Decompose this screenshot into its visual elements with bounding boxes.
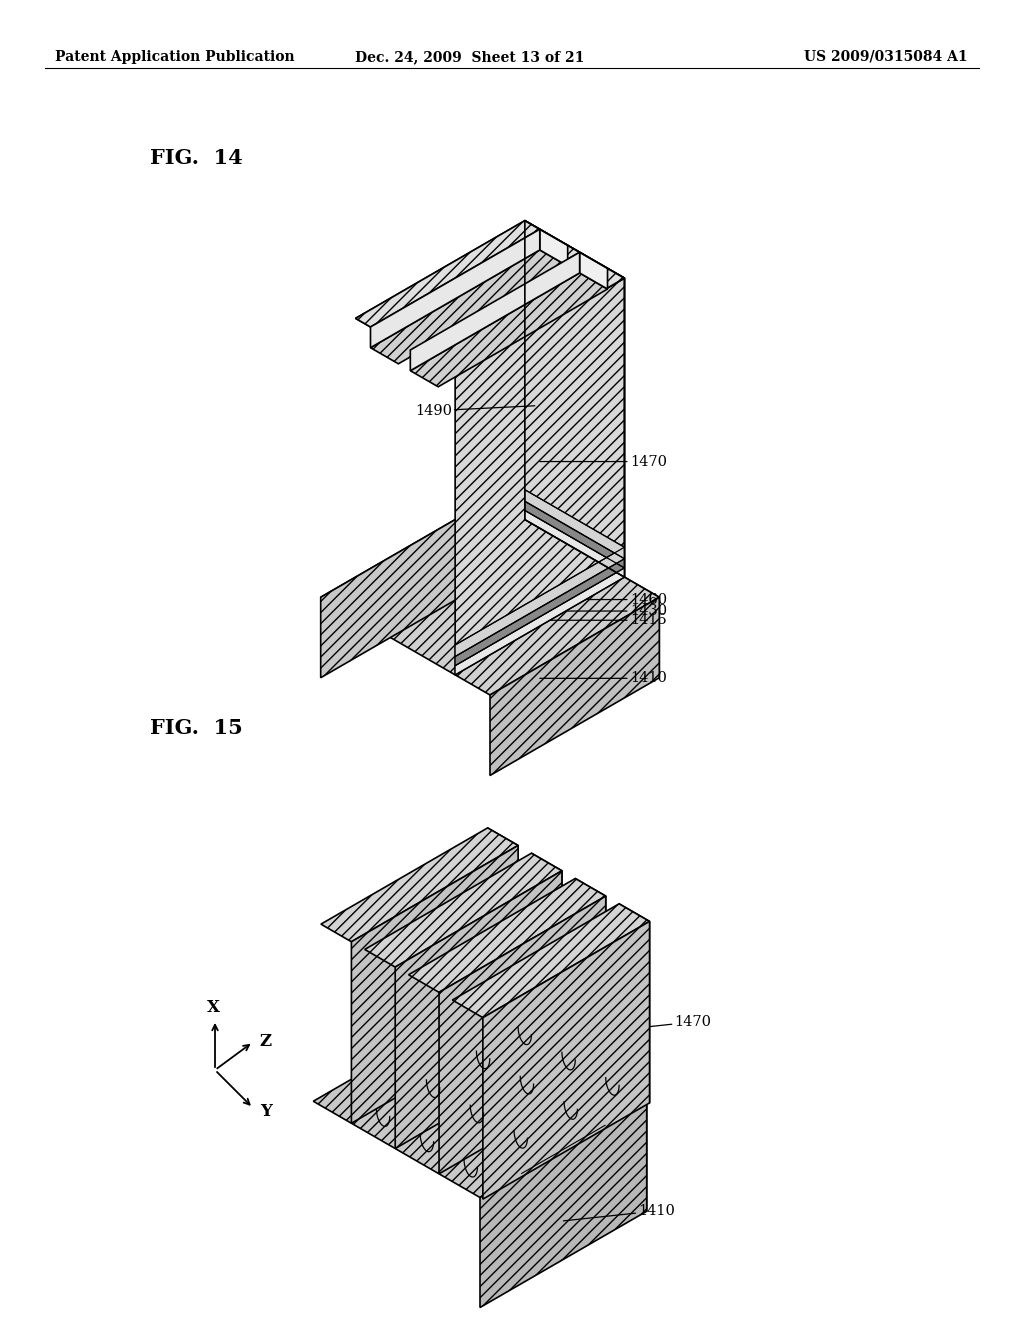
Text: 1410: 1410 bbox=[540, 672, 667, 685]
Polygon shape bbox=[580, 252, 607, 289]
Polygon shape bbox=[355, 220, 540, 327]
Text: 1470: 1470 bbox=[600, 1015, 712, 1032]
Text: FIG.  14: FIG. 14 bbox=[150, 148, 243, 168]
Text: 1415: 1415 bbox=[540, 614, 667, 627]
Polygon shape bbox=[321, 828, 518, 941]
Polygon shape bbox=[487, 828, 518, 1027]
Polygon shape bbox=[411, 273, 607, 387]
Text: 1430: 1430 bbox=[540, 605, 667, 618]
Polygon shape bbox=[455, 548, 625, 656]
Text: Patent Application Publication: Patent Application Publication bbox=[55, 50, 295, 63]
Polygon shape bbox=[371, 249, 567, 364]
Polygon shape bbox=[480, 1005, 647, 1212]
Text: Dec. 24, 2009  Sheet 13 of 21: Dec. 24, 2009 Sheet 13 of 21 bbox=[355, 50, 585, 63]
Polygon shape bbox=[483, 921, 649, 1199]
Polygon shape bbox=[525, 490, 625, 558]
Polygon shape bbox=[455, 558, 625, 665]
Text: 1490: 1490 bbox=[415, 404, 535, 417]
Polygon shape bbox=[409, 879, 606, 993]
Polygon shape bbox=[365, 853, 562, 968]
Text: Z: Z bbox=[260, 1034, 272, 1051]
Text: 1410: 1410 bbox=[563, 1204, 675, 1221]
Polygon shape bbox=[351, 846, 518, 1123]
Polygon shape bbox=[321, 499, 659, 696]
Polygon shape bbox=[438, 268, 625, 376]
Polygon shape bbox=[371, 230, 540, 347]
Polygon shape bbox=[455, 568, 625, 675]
Text: US 2009/0315084 A1: US 2009/0315084 A1 bbox=[805, 50, 968, 63]
Polygon shape bbox=[398, 246, 580, 350]
Polygon shape bbox=[490, 597, 659, 776]
Polygon shape bbox=[525, 220, 625, 577]
Text: Y: Y bbox=[260, 1102, 272, 1119]
Polygon shape bbox=[531, 853, 562, 1052]
Polygon shape bbox=[480, 1101, 647, 1308]
Polygon shape bbox=[355, 220, 625, 376]
Polygon shape bbox=[490, 499, 659, 677]
Polygon shape bbox=[453, 904, 649, 1018]
Text: 1470: 1470 bbox=[540, 454, 667, 469]
Polygon shape bbox=[455, 279, 625, 675]
Polygon shape bbox=[575, 879, 606, 1077]
Polygon shape bbox=[321, 499, 490, 677]
Text: X: X bbox=[207, 998, 219, 1015]
Polygon shape bbox=[540, 230, 567, 267]
Polygon shape bbox=[395, 871, 562, 1148]
Text: FIG.  15: FIG. 15 bbox=[150, 718, 243, 738]
Polygon shape bbox=[313, 1005, 647, 1197]
Text: 1460: 1460 bbox=[540, 593, 667, 607]
Polygon shape bbox=[525, 511, 625, 577]
Polygon shape bbox=[439, 896, 606, 1173]
Polygon shape bbox=[620, 904, 649, 1104]
Polygon shape bbox=[525, 502, 625, 568]
Polygon shape bbox=[411, 252, 580, 371]
